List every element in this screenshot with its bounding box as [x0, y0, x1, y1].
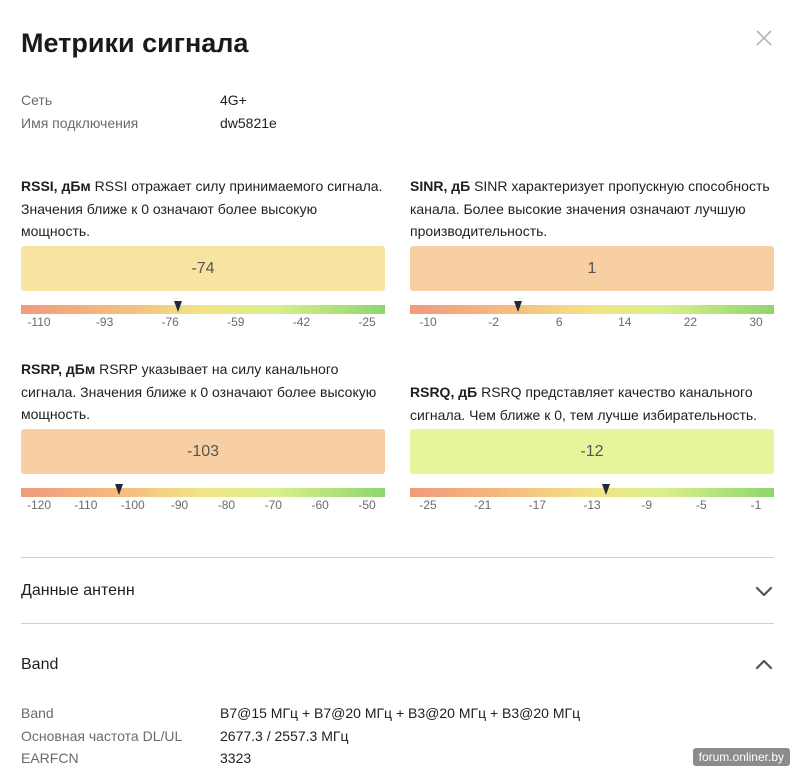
sinr-value: 1	[587, 259, 597, 277]
rsrp-tick-label: -120	[26, 498, 52, 512]
rssi-marker	[173, 301, 182, 312]
antenna-data-label: Данные антенн	[21, 582, 135, 599]
rsrp-tick-label: -80	[217, 498, 236, 512]
band-section-label: Band	[21, 656, 59, 673]
rsrp-marker	[114, 484, 123, 495]
network-label: Сеть	[21, 92, 53, 108]
connection-name-value: dw5821e	[220, 115, 277, 131]
rsrp-tick-label: -50	[358, 498, 376, 512]
rsrp-scale	[21, 488, 385, 497]
rssi-description: RSSI, дБм RSSI отражает силу принимаемог…	[21, 178, 383, 239]
close-icon[interactable]	[752, 26, 776, 50]
sinr-name: SINR, дБ	[410, 178, 471, 194]
rsrq-description: RSRQ, дБ RSRQ представляет качество кана…	[410, 384, 758, 423]
rsrp-tick-label: -110	[74, 498, 98, 512]
rsrq-scale	[410, 488, 774, 497]
rsrp-tick-label: -60	[311, 498, 329, 512]
rsrp-ticks: -120 -110 -100 -90 -80 -70 -60 -50	[21, 498, 385, 514]
rssi-tick-label: -110	[27, 315, 51, 329]
rsrp-value-box: -103	[21, 429, 385, 474]
rsrq-value: -12	[580, 442, 604, 460]
page-title: Метрики сигнала	[21, 28, 249, 58]
rsrq-ticks: -25 -21 -17 -13 -9 -5 -1	[410, 498, 774, 514]
rsrq-tick-label: -1	[750, 498, 762, 512]
band-toggle[interactable]: Band	[21, 650, 774, 680]
rsrq-tick-label: -5	[695, 498, 707, 512]
band-label: Band	[21, 705, 54, 721]
rssi-ticks: -110 -93 -76 -59 -42 -25	[21, 315, 385, 331]
earfcn-value: 3323	[220, 750, 252, 766]
rsrp-metric: RSRP, дБм RSRP указывает на силу канальн…	[21, 358, 385, 512]
sinr-scale	[410, 305, 774, 314]
earfcn-label: EARFCN	[21, 750, 79, 766]
chevron-down-icon[interactable]	[754, 581, 774, 601]
rssi-name: RSSI, дБм	[21, 178, 91, 194]
sinr-ticks: -10 -2 6 14 22 30	[410, 315, 774, 331]
connection-name-label: Имя подключения	[21, 115, 139, 131]
sinr-tick-label: 22	[683, 315, 698, 329]
frequency-value: 2677.3 / 2557.3 МГц	[220, 727, 349, 744]
rsrq-tick-label: -21	[473, 498, 492, 512]
rssi-value-box: -74	[21, 246, 385, 291]
sinr-tick-label: -2	[488, 315, 499, 329]
antenna-data-toggle[interactable]: Данные антенн	[21, 576, 774, 606]
sinr-tick-label: 6	[555, 315, 563, 329]
rssi-value: -74	[191, 259, 215, 277]
rsrq-metric: RSRQ, дБ RSRQ представляет качество кана…	[410, 381, 774, 512]
rsrp-tick-label: -100	[120, 498, 145, 512]
rsrq-tick-label: -17	[528, 498, 546, 512]
frequency-label: Основная частота DL/UL	[21, 727, 183, 744]
rsrq-value-box: -12	[410, 429, 774, 474]
rssi-tick-label: -25	[358, 315, 376, 329]
rsrp-tick-label: -70	[264, 498, 282, 512]
sinr-tick-label: -10	[419, 315, 437, 329]
sinr-tick-label: 30	[749, 315, 763, 329]
rsrp-tick-label: -90	[170, 498, 189, 512]
rssi-tick-label: -42	[292, 315, 311, 329]
sinr-description: SINR, дБ SINR характеризует пропускную с…	[410, 178, 770, 239]
band-value: B7@15 МГц + B7@20 МГц + B3@20 МГц + B3@2…	[220, 705, 581, 721]
rssi-metric: RSSI, дБм RSSI отражает силу принимаемог…	[21, 175, 385, 329]
rsrq-marker	[601, 484, 610, 495]
rssi-tick-label: -59	[227, 315, 245, 329]
rsrq-tick-label: -9	[641, 498, 652, 512]
divider	[21, 623, 774, 624]
rsrq-name: RSRQ, дБ	[410, 384, 478, 400]
rssi-tick-label: -93	[95, 315, 114, 329]
divider	[21, 557, 774, 558]
sinr-tick-label: 14	[618, 315, 632, 329]
sinr-marker	[514, 301, 523, 312]
rssi-tick-label: -76	[161, 315, 179, 329]
rsrp-value: -103	[186, 442, 220, 460]
rssi-scale	[21, 305, 385, 314]
network-value: 4G+	[220, 92, 247, 108]
sinr-metric: SINR, дБ SINR характеризует пропускную с…	[410, 175, 774, 329]
rsrp-description: RSRP, дБм RSRP указывает на силу канальн…	[21, 361, 377, 422]
rsrp-name: RSRP, дБм	[21, 361, 96, 377]
sinr-value-box: 1	[410, 246, 774, 291]
rsrq-tick-label: -25	[419, 498, 437, 512]
watermark: forum.onliner.by	[692, 748, 790, 766]
chevron-up-icon[interactable]	[754, 655, 774, 675]
rsrq-tick-label: -13	[583, 498, 601, 512]
